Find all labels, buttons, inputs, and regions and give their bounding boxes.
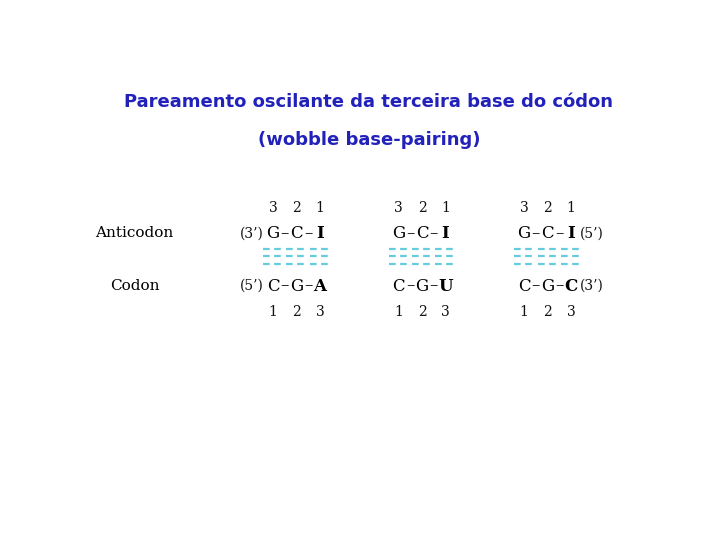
Text: 3: 3 (269, 201, 277, 215)
Text: G: G (392, 225, 405, 242)
Text: I: I (567, 225, 575, 242)
Text: –: – (555, 225, 564, 242)
Text: Pareamento oscilante da terceira base do códon: Pareamento oscilante da terceira base do… (125, 93, 613, 111)
Text: –: – (531, 278, 540, 294)
Text: G: G (290, 278, 303, 294)
Text: 3: 3 (394, 201, 403, 215)
Text: Anticodon: Anticodon (96, 226, 174, 240)
Text: U: U (438, 278, 453, 294)
Text: 1: 1 (520, 305, 528, 319)
Text: C: C (290, 225, 303, 242)
Text: –: – (304, 278, 312, 294)
Text: G: G (415, 278, 428, 294)
Text: 2: 2 (543, 305, 552, 319)
Text: C: C (518, 278, 531, 294)
Text: G: G (518, 225, 531, 242)
Text: (3’): (3’) (580, 279, 604, 293)
Text: (3’): (3’) (240, 226, 264, 240)
Text: I: I (441, 225, 449, 242)
Text: 1: 1 (567, 201, 575, 215)
Text: –: – (406, 225, 415, 242)
Text: (5’): (5’) (240, 279, 264, 293)
Text: C: C (266, 278, 279, 294)
Text: 2: 2 (543, 201, 552, 215)
Text: 1: 1 (394, 305, 403, 319)
Text: –: – (406, 278, 415, 294)
Text: (5’): (5’) (580, 226, 604, 240)
Text: 3: 3 (520, 201, 528, 215)
Text: I: I (316, 225, 324, 242)
Text: (wobble base-pairing): (wobble base-pairing) (258, 131, 480, 149)
Text: Codon: Codon (110, 279, 159, 293)
Text: C: C (415, 225, 428, 242)
Text: C: C (541, 225, 554, 242)
Text: 1: 1 (269, 305, 277, 319)
Text: 2: 2 (418, 201, 426, 215)
Text: 3: 3 (441, 305, 450, 319)
Text: C: C (564, 278, 577, 294)
Text: 2: 2 (418, 305, 426, 319)
Text: 2: 2 (292, 201, 301, 215)
Text: 1: 1 (315, 201, 324, 215)
Text: –: – (531, 225, 540, 242)
Text: –: – (430, 225, 438, 242)
Text: 2: 2 (292, 305, 301, 319)
Text: –: – (281, 278, 289, 294)
Text: –: – (281, 225, 289, 242)
Text: –: – (555, 278, 564, 294)
Text: 3: 3 (315, 305, 324, 319)
Text: –: – (430, 278, 438, 294)
Text: 3: 3 (567, 305, 575, 319)
Text: G: G (266, 225, 279, 242)
Text: G: G (541, 278, 554, 294)
Text: –: – (304, 225, 312, 242)
Text: 1: 1 (441, 201, 450, 215)
Text: C: C (392, 278, 405, 294)
Text: A: A (313, 278, 326, 294)
